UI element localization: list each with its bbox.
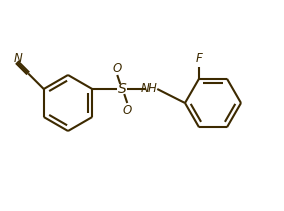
- Text: O: O: [123, 104, 132, 116]
- Text: S: S: [118, 82, 127, 96]
- Text: N: N: [14, 52, 22, 65]
- Text: H: H: [148, 81, 157, 95]
- Text: N: N: [141, 81, 150, 95]
- Text: O: O: [113, 61, 122, 74]
- Text: F: F: [196, 52, 202, 65]
